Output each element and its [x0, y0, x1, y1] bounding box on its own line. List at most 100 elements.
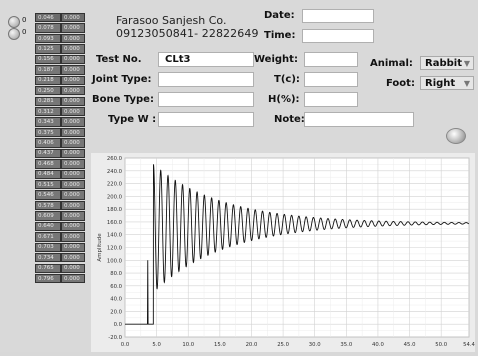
table-cell-time[interactable]: 0.734 — [35, 253, 61, 263]
table-cell-value[interactable]: 0.000 — [61, 159, 85, 169]
table-cell-value[interactable]: 0.000 — [61, 106, 85, 117]
table-cell-time[interactable]: 0.078 — [35, 23, 61, 33]
table-cell-time[interactable]: 0.437 — [35, 148, 61, 159]
table-cell-time[interactable]: 0.125 — [35, 44, 61, 54]
type-w-field[interactable] — [158, 112, 254, 127]
y-tick-label: 260.0 — [107, 156, 123, 162]
x-tick-label: 10.0 — [182, 342, 194, 348]
table-row: 0.515 0.000 — [35, 180, 85, 190]
x-tick-label: 20.0 — [246, 342, 258, 348]
table-cell-value[interactable]: 0.000 — [61, 253, 85, 263]
table-row: 0.703 0.000 — [35, 242, 85, 253]
table-row: 0.343 0.000 — [35, 117, 85, 127]
table-cell-value[interactable]: 0.000 — [61, 117, 85, 127]
tc-field[interactable] — [304, 72, 358, 87]
table-row: 0.796 0.000 — [35, 273, 85, 284]
y-tick-label: 60.0 — [110, 284, 122, 290]
table-row: 0.734 0.000 — [35, 253, 85, 263]
x-tick-label: 30.0 — [309, 342, 321, 348]
table-cell-time[interactable]: 0.703 — [35, 242, 61, 253]
table-row: 0.609 0.000 — [35, 211, 85, 221]
table-cell-value[interactable]: 0.000 — [61, 232, 85, 242]
table-cell-time[interactable]: 0.640 — [35, 221, 61, 232]
bone-type-label: Bone Type: — [92, 94, 154, 105]
animal-select[interactable]: Rabbit ▼ — [420, 56, 474, 70]
row-index-control[interactable]: 0 — [8, 16, 28, 28]
table-cell-value[interactable]: 0.000 — [61, 65, 85, 75]
table-cell-value[interactable]: 0.000 — [61, 180, 85, 190]
x-tick-label: 5.0 — [152, 342, 161, 348]
animal-label: Animal: — [370, 58, 413, 69]
table-cell-value[interactable]: 0.000 — [61, 169, 85, 179]
table-cell-value[interactable]: 0.000 — [61, 200, 85, 211]
table-row: 0.046 0.000 — [35, 13, 85, 23]
row-index-value: 0 — [22, 16, 27, 24]
table-cell-time[interactable]: 0.515 — [35, 180, 61, 190]
table-row: 0.375 0.000 — [35, 127, 85, 138]
table-row: 0.078 0.000 — [35, 23, 85, 33]
table-cell-value[interactable]: 0.000 — [61, 148, 85, 159]
table-cell-value[interactable]: 0.000 — [61, 273, 85, 284]
table-cell-time[interactable]: 0.609 — [35, 211, 61, 221]
humidity-field[interactable] — [304, 92, 358, 107]
status-led-indicator[interactable] — [446, 128, 466, 144]
dropdown-arrow-icon: ▼ — [463, 59, 470, 68]
table-cell-time[interactable]: 0.156 — [35, 54, 61, 65]
table-cell-value[interactable]: 0.000 — [61, 138, 85, 148]
table-cell-time[interactable]: 0.312 — [35, 106, 61, 117]
table-cell-time[interactable]: 0.218 — [35, 75, 61, 86]
table-cell-value[interactable]: 0.000 — [61, 13, 85, 23]
table-cell-time[interactable]: 0.796 — [35, 273, 61, 284]
table-cell-time[interactable]: 0.484 — [35, 169, 61, 179]
table-row: 0.187 0.000 — [35, 65, 85, 75]
time-field[interactable] — [302, 29, 374, 43]
table-cell-time[interactable]: 0.343 — [35, 117, 61, 127]
bone-type-field[interactable] — [158, 92, 254, 107]
table-cell-time[interactable]: 0.578 — [35, 200, 61, 211]
table-cell-time[interactable]: 0.046 — [35, 13, 61, 23]
note-field[interactable] — [304, 112, 414, 127]
table-cell-time[interactable]: 0.671 — [35, 232, 61, 242]
y-tick-label: 140.0 — [107, 233, 123, 239]
table-cell-value[interactable]: 0.000 — [61, 127, 85, 138]
table-cell-value[interactable]: 0.000 — [61, 242, 85, 253]
column-index-control[interactable]: 0 — [8, 28, 28, 40]
table-cell-value[interactable]: 0.000 — [61, 33, 85, 44]
table-cell-value[interactable]: 0.000 — [61, 211, 85, 221]
joint-type-field[interactable] — [158, 72, 254, 87]
table-cell-value[interactable]: 0.000 — [61, 44, 85, 54]
table-cell-value[interactable]: 0.000 — [61, 221, 85, 232]
table-cell-value[interactable]: 0.000 — [61, 54, 85, 65]
note-label: Note: — [274, 114, 305, 125]
table-cell-value[interactable]: 0.000 — [61, 96, 85, 106]
table-cell-time[interactable]: 0.093 — [35, 33, 61, 44]
table-cell-time[interactable]: 0.765 — [35, 263, 61, 273]
joint-type-label: Joint Type: — [92, 74, 152, 85]
foot-select[interactable]: Right ▼ — [420, 76, 474, 90]
y-tick-label: 220.0 — [107, 182, 123, 188]
table-cell-value[interactable]: 0.000 — [61, 263, 85, 273]
table-cell-value[interactable]: 0.000 — [61, 75, 85, 86]
test-no-field[interactable]: CLt3 — [158, 52, 254, 67]
index-knob-icon[interactable] — [8, 16, 20, 28]
table-cell-time[interactable]: 0.406 — [35, 138, 61, 148]
table-cell-value[interactable]: 0.000 — [61, 23, 85, 33]
table-row: 0.156 0.000 — [35, 54, 85, 65]
index-knob-icon[interactable] — [8, 28, 20, 40]
y-tick-label: 40.0 — [110, 297, 122, 303]
table-cell-time[interactable]: 0.281 — [35, 96, 61, 106]
weight-label: Weight: — [254, 54, 298, 65]
table-cell-value[interactable]: 0.000 — [61, 190, 85, 200]
weight-field[interactable] — [304, 52, 358, 67]
date-field[interactable] — [302, 9, 374, 23]
table-cell-time[interactable]: 0.250 — [35, 86, 61, 96]
table-cell-time[interactable]: 0.468 — [35, 159, 61, 169]
table-cell-time[interactable]: 0.187 — [35, 65, 61, 75]
table-cell-value[interactable]: 0.000 — [61, 86, 85, 96]
company-name: Farasoo Sanjesh Co. — [116, 14, 227, 27]
table-cell-time[interactable]: 0.546 — [35, 190, 61, 200]
table-cell-time[interactable]: 0.375 — [35, 127, 61, 138]
foot-label: Foot: — [386, 78, 415, 89]
y-tick-label: 160.0 — [107, 220, 123, 226]
